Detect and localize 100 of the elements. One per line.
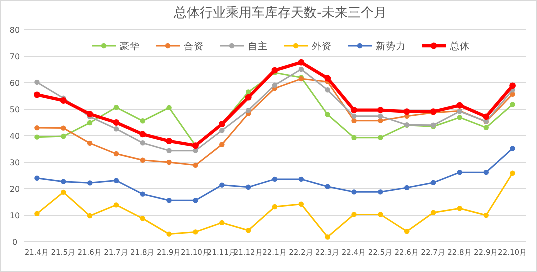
point [430,210,436,216]
point [272,82,278,88]
point [272,176,278,182]
point [404,108,410,116]
point [220,220,225,226]
point [483,114,490,120]
point [34,134,40,140]
point [377,107,384,114]
point [298,202,304,207]
chart-title: 总体行业乘用车库存天数-未来三个月 [173,6,387,21]
point [34,125,40,131]
point [246,90,252,95]
point [430,180,436,186]
point [140,140,146,146]
point [140,192,146,197]
point [140,216,146,222]
point [298,59,305,66]
legend-label: 新势力 [376,40,406,52]
point [484,170,489,176]
point [34,80,40,86]
point [246,108,252,114]
point [378,118,384,124]
point [352,135,357,140]
point [166,232,172,237]
point [352,118,357,124]
y-tick-label: 50 [10,106,20,114]
point [298,66,304,72]
y-tick-label: 40 [10,132,20,141]
point [114,202,120,208]
point [34,211,40,217]
point [351,107,358,114]
point [193,148,198,154]
point [114,178,120,184]
point [246,228,252,234]
point [193,230,198,235]
point [404,185,410,191]
point [86,111,94,118]
point [325,88,330,93]
point [61,126,66,131]
point [325,112,330,118]
point [140,158,146,163]
y-tick-label: 80 [10,26,20,35]
point [60,98,67,104]
point [298,176,304,182]
point [113,120,120,126]
point [220,142,225,148]
point [510,170,516,176]
point [140,131,146,138]
point [378,190,384,195]
point [457,115,463,120]
point [61,179,66,184]
point [510,146,516,152]
point [87,180,93,186]
point [193,162,198,168]
point [352,190,357,195]
point [246,184,252,190]
legend-label: 豪华 [120,40,140,52]
legend-label: 合资 [184,40,204,52]
point [166,160,172,166]
point [140,118,146,124]
point [34,176,40,181]
point [114,126,120,132]
point [114,105,120,110]
point [166,105,172,111]
point [61,190,66,196]
y-tick-label: 20 [10,185,20,194]
point [484,212,489,218]
point [272,67,278,74]
point [87,120,93,126]
point [87,140,93,146]
point [378,135,384,140]
point [220,182,225,188]
point [404,229,410,234]
point [61,134,66,140]
point [272,204,278,210]
point [510,82,516,90]
point [378,212,384,218]
point [510,102,516,108]
y-tick-label: 70 [10,52,20,62]
point [34,92,40,98]
y-tick-label: 60 [10,79,20,88]
point [378,114,384,119]
point [352,114,357,119]
point [87,213,93,219]
y-tick-label: 0 [12,238,18,247]
point [324,75,332,82]
point [114,151,120,157]
y-tick-label: 30 [10,158,20,168]
point [325,234,330,240]
point [457,170,463,176]
point [325,184,330,190]
point [193,198,198,204]
point [166,198,172,204]
legend-label: 总体 [449,40,470,52]
legend-label: 外资 [312,40,332,52]
point [220,128,225,134]
y-tick-label: 10 [10,212,20,220]
point [166,148,172,154]
point [166,138,173,144]
point [457,206,463,212]
